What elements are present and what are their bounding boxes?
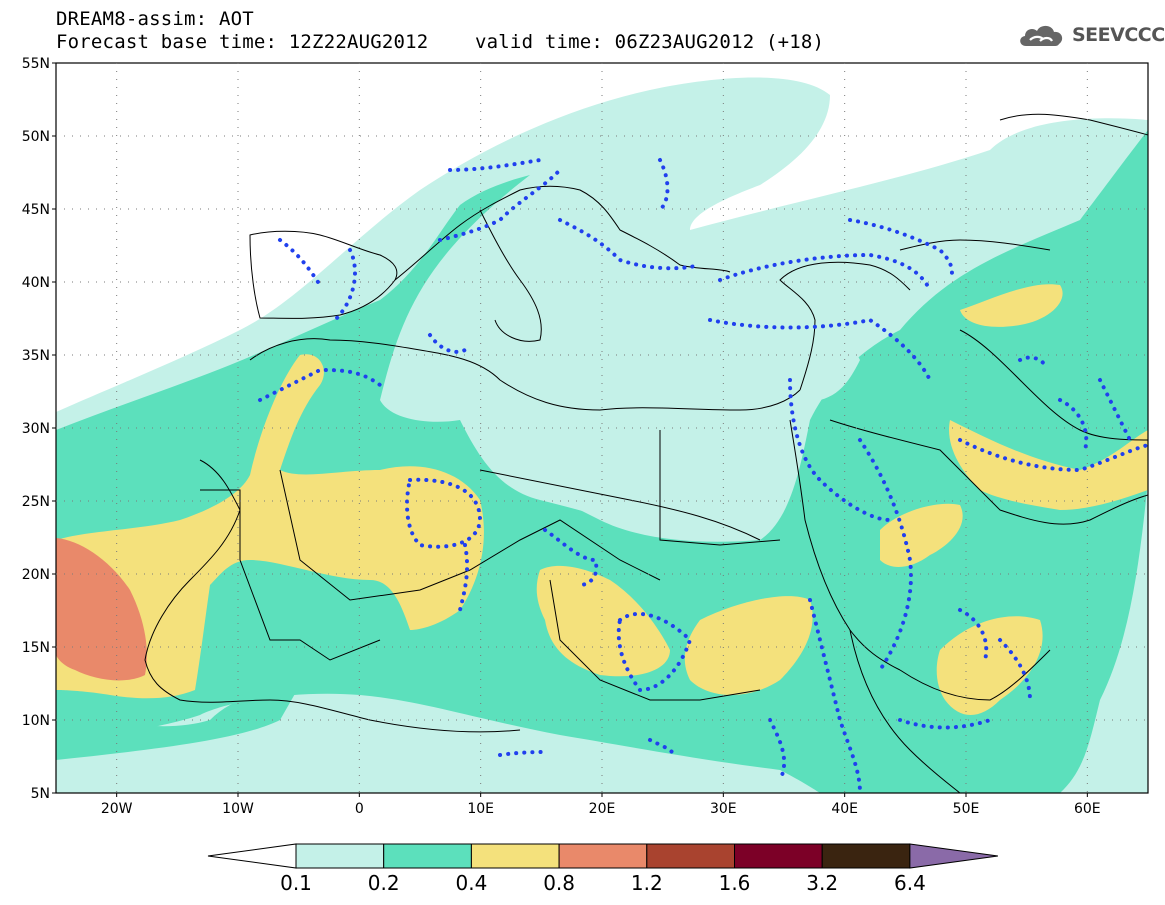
colorbar-swatch [470,843,560,869]
latitude-axis: 55N 50N 45N 40N 35N 30N 25N 20N 15N 10N 5N [22,56,56,802]
colorbar-label: 6.4 [894,871,926,895]
colorbar-label: 1.2 [631,871,663,895]
colorbar-label: 1.6 [719,871,751,895]
lat-tick-label: 40N [22,275,50,291]
lat-tick-label: 55N [22,56,50,72]
colorbar-arrow-low [207,843,297,869]
colorbar-swatch [646,843,735,869]
cloud-icon [1020,25,1063,46]
lon-tick-label: 0 [355,801,364,817]
lat-tick-label: 25N [22,494,50,510]
lat-tick-label: 15N [22,640,50,656]
colorbar-label: 0.1 [280,871,312,895]
colorbar-swatch [383,843,472,869]
colorbar-label: 0.8 [543,871,575,895]
lon-tick-label: 20E [589,801,616,817]
lat-tick-label: 30N [22,421,50,437]
lat-tick-label: 35N [22,348,50,364]
lon-tick-label: 10E [467,801,494,817]
base-time-label: Forecast base time: 12Z22AUG2012 [56,31,429,53]
colorbar-arrow-high [909,843,998,869]
map-grid [56,63,1148,793]
colorbar-swatch [821,843,911,869]
aot-band-0.4-sudan [684,596,813,695]
lat-tick-label: 20N [22,567,50,583]
lat-tick-label: 10N [22,713,50,729]
lon-tick-label: 20W [101,801,133,817]
logo-text: SEEVCCC [1072,24,1165,46]
aot-band-0.4-gulf [949,420,1148,510]
aot-band-0.2-south [56,685,300,760]
time-info: Forecast base time: 12Z22AUG2012 valid t… [56,31,824,53]
lat-tick-label: 5N [31,786,50,802]
lon-tick-label: 50E [953,801,980,817]
lat-tick-label: 45N [22,202,50,218]
colorbar-label: 3.2 [806,871,838,895]
coastlines [144,113,1148,793]
longitude-axis: 20W 10W 0 10E 20E 30E 40E 50E 60E [101,793,1101,817]
aot-band-0.2 [56,130,1148,793]
dotted-contours [258,158,1148,793]
lon-tick-label: 30E [710,801,737,817]
aot-band-0.4-caspian [960,284,1063,327]
colorbar: 0.1 0.2 0.4 0.8 1.2 1.6 3.2 6.4 [207,843,998,895]
lon-tick-label: 10W [222,801,254,817]
colorbar-swatch [734,843,823,869]
map-title: DREAM8-assim: AOT [56,8,254,30]
aot-band-0.4-yemen [936,616,1043,715]
valid-time-label: valid time: 06Z23AUG2012 (+18) [475,31,825,53]
colorbar-swatch [295,843,385,869]
aot-band-0.4-chad [536,565,670,677]
lon-tick-label: 40E [831,801,858,817]
colorbar-swatch [558,843,648,869]
aot-band-0.1-levant [798,327,860,400]
aot-band-0.4-west [56,354,484,699]
lat-tick-label: 50N [22,129,50,145]
seevccc-logo: SEEVCCC [1016,20,1165,50]
colorbar-label: 0.4 [455,871,487,895]
lon-tick-label: 60E [1074,801,1101,817]
colorbar-label: 0.2 [368,871,400,895]
aot-band-0.1-libya [459,338,790,542]
aot-band-0.8 [56,538,147,681]
